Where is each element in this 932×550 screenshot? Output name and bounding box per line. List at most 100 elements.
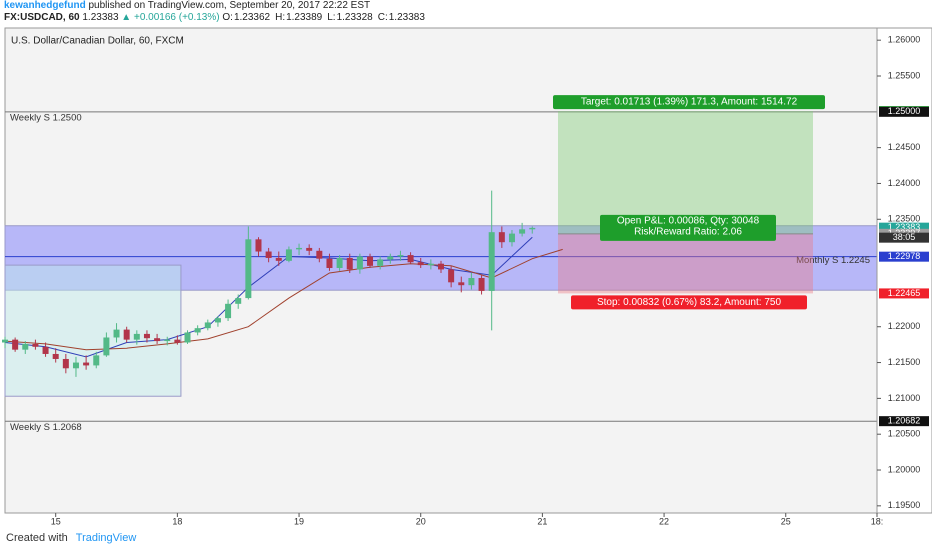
author: kewanhedgefund (4, 0, 86, 11)
candle-body (519, 229, 526, 234)
candle-body (438, 263, 444, 270)
candle-body (154, 338, 161, 342)
ohlc-label: H: (275, 12, 286, 23)
price-tag (879, 288, 929, 299)
candle-body (22, 343, 29, 350)
candle-body (407, 255, 414, 263)
ohlc-label: C: (377, 12, 388, 23)
y-tick-label: 1.24500 (888, 142, 921, 152)
candle-body (377, 259, 384, 266)
price-tag (879, 106, 929, 117)
candle-body (32, 343, 39, 347)
loss-zone (558, 233, 813, 294)
countdown-bg (879, 232, 929, 243)
candle-body (42, 346, 49, 354)
candle-body (326, 258, 333, 268)
price-tag (879, 222, 929, 233)
y-tick-label: 1.20500 (888, 429, 921, 439)
x-tick-label: 19 (294, 516, 304, 526)
position-label: Stop: 0.00832 (0.67%) 83.2, Amount: 750 (597, 297, 781, 308)
symbol: FX:USDCAD, 60 (4, 12, 80, 23)
footer: Created with TradingView (6, 532, 136, 544)
candle-body (225, 303, 232, 319)
y-tick-label: 1.23500 (888, 214, 921, 224)
ohlc-value: 1.23389 (286, 12, 323, 23)
y-tick-label: 1.26000 (888, 35, 921, 45)
candle-body (275, 257, 282, 261)
candle-body (52, 353, 59, 359)
candle-body (93, 355, 100, 366)
ohlc-value: 1.23328 (336, 12, 373, 23)
brand[interactable]: TradingView (75, 532, 137, 544)
ohlc-label: O: (222, 12, 233, 23)
candle-body (83, 362, 90, 366)
pnl-bg (600, 214, 776, 241)
candle-body (113, 329, 120, 338)
level-label: Monthly S 1.2245 (796, 255, 870, 266)
change: ▲ +0.00166 (+0.13%) (121, 12, 220, 23)
position-label: Target: 0.01713 (1.39%) 171.3, Amount: 1… (581, 97, 798, 108)
candle-body (72, 362, 79, 369)
candle-body (498, 232, 505, 243)
y-tick-label: 1.21000 (888, 393, 921, 403)
y-tick-label: 1.21500 (888, 357, 921, 367)
candle-body (296, 247, 303, 250)
candle-body (184, 332, 191, 343)
pnl-label: Open P&L: 0.00086, Qty: 30048 (617, 215, 760, 226)
x-tick-label: 22 (659, 516, 669, 526)
x-tick-label: 20 (416, 516, 426, 526)
price-tag-label: 1.22978 (888, 251, 921, 261)
candle-body (235, 298, 242, 304)
ohlc-value: 1.23362 (233, 12, 271, 23)
y-tick-label: 1.19500 (888, 500, 921, 510)
y-tick-label: 1.20000 (888, 464, 921, 474)
chart: U.S. Dollar/Canadian Dollar, 60, FXCM Wee… (2, 27, 932, 526)
candle-body (133, 333, 140, 340)
price-tag-label: 1.23383 (888, 222, 921, 232)
candle-body (123, 329, 130, 340)
x-tick-label: 18 (172, 516, 182, 526)
candle-body (265, 251, 272, 258)
candle-body (458, 282, 465, 286)
candle-body (508, 233, 515, 243)
price-tag-label: 1.20682 (888, 416, 921, 426)
y-tick-label: 1.24000 (888, 178, 921, 188)
candle-body (316, 250, 323, 259)
ma-line (4, 248, 563, 351)
candle-body (285, 249, 292, 261)
level-label: Weekly S 1.2068 (10, 422, 82, 433)
candle-body (174, 339, 181, 343)
profit-zone (558, 111, 813, 234)
x-tick-label: 18: (871, 516, 884, 526)
candle-body (488, 232, 495, 291)
candle-body (529, 227, 536, 230)
price-tag-label: 1.25000 (888, 106, 921, 116)
candle-body (346, 257, 353, 270)
chart-title: U.S. Dollar/Canadian Dollar, 60, FXCM (11, 36, 184, 47)
y-tick-label: 1.25500 (888, 70, 921, 80)
candle-body (448, 269, 455, 283)
candle-body (255, 239, 262, 252)
candle-body (478, 278, 485, 291)
candle-body (356, 256, 363, 270)
candle-body (336, 257, 343, 268)
last: 1.23383 (82, 12, 119, 23)
y-axis-bg (876, 27, 932, 514)
ohlc-value: 1.23383 (388, 12, 425, 23)
candle-body (103, 337, 110, 356)
position-label-bg (571, 295, 807, 310)
rr-label: Risk/Reward Ratio: 2.06 (634, 226, 742, 237)
candle-body (397, 255, 404, 257)
candle-body (204, 322, 211, 329)
price-tag (879, 251, 929, 262)
price-tag-label: 1.22465 (888, 288, 921, 298)
price-tag (879, 416, 929, 427)
x-tick-label: 15 (51, 516, 61, 526)
candle-body (306, 247, 313, 251)
created: Created with (6, 532, 68, 544)
ohlc-label: L: (327, 12, 336, 23)
y-tick-label: 1.22000 (888, 321, 921, 331)
candle-body (245, 239, 252, 299)
candle-body (12, 339, 19, 350)
